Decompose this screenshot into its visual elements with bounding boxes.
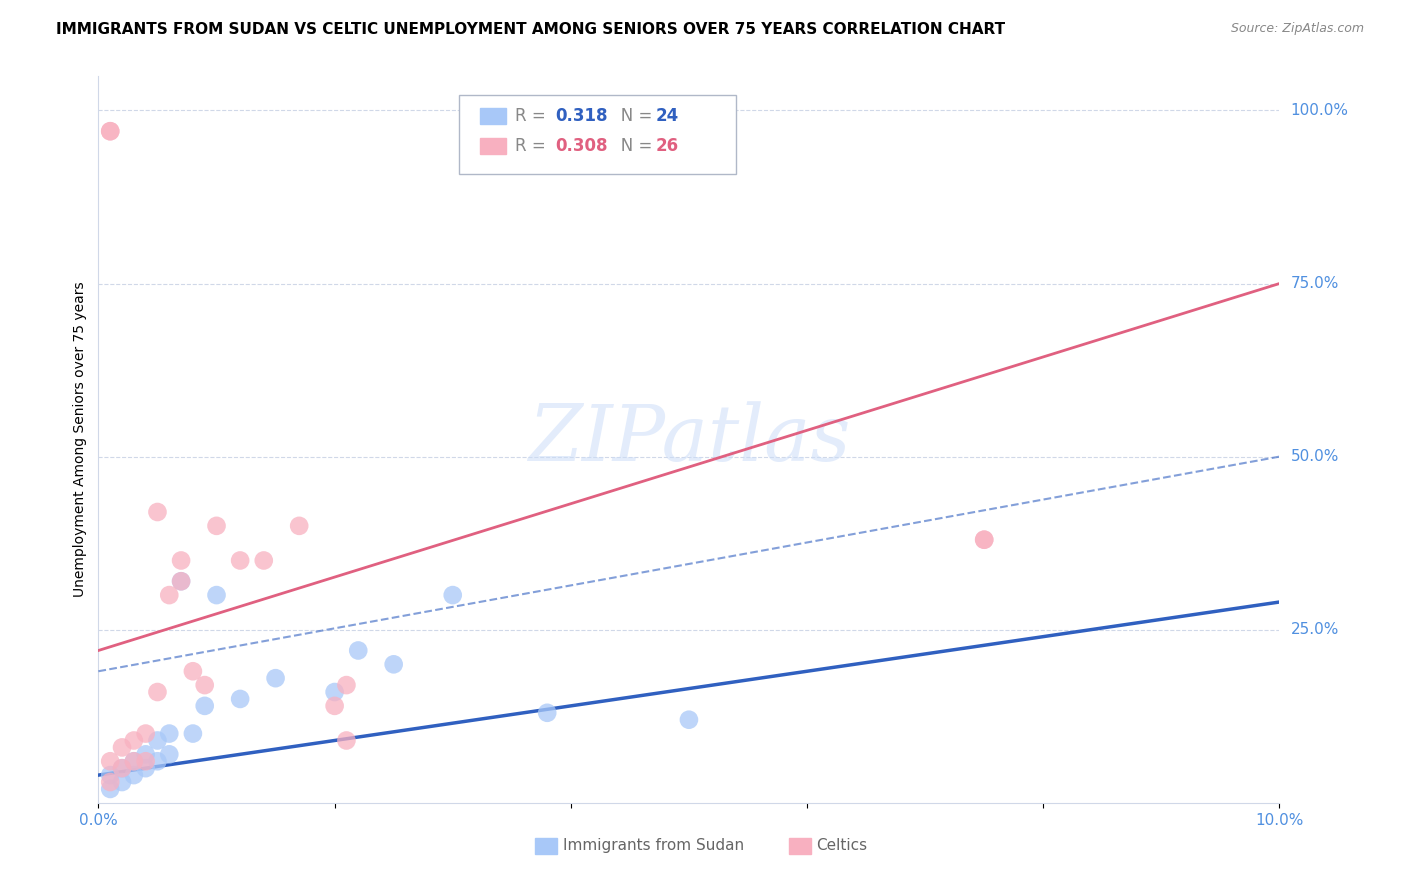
Point xyxy=(288,519,311,533)
Point xyxy=(323,685,346,699)
Point xyxy=(111,761,134,775)
Text: N =: N = xyxy=(605,107,658,125)
Point xyxy=(157,588,180,602)
Point xyxy=(111,775,134,789)
Text: 100.0%: 100.0% xyxy=(1291,103,1348,118)
Point xyxy=(264,671,287,685)
Text: Celtics: Celtics xyxy=(817,838,868,853)
Text: Immigrants from Sudan: Immigrants from Sudan xyxy=(562,838,744,853)
Point xyxy=(98,124,121,138)
Text: 24: 24 xyxy=(655,107,679,125)
Point xyxy=(98,775,121,789)
Text: R =: R = xyxy=(516,136,551,154)
Bar xyxy=(479,137,506,153)
Point xyxy=(135,726,157,740)
Point xyxy=(229,553,252,567)
Point xyxy=(122,733,145,747)
Point xyxy=(135,754,157,768)
Point xyxy=(98,124,121,138)
Text: 25.0%: 25.0% xyxy=(1291,623,1339,637)
Point xyxy=(98,754,121,768)
Point xyxy=(194,698,217,713)
Point xyxy=(98,768,121,782)
Point xyxy=(973,533,995,547)
Point xyxy=(111,761,134,775)
Point xyxy=(135,747,157,762)
Point xyxy=(347,643,370,657)
Point xyxy=(170,574,193,589)
Point xyxy=(98,781,121,796)
Text: Source: ZipAtlas.com: Source: ZipAtlas.com xyxy=(1230,22,1364,36)
Text: ZIPatlas: ZIPatlas xyxy=(527,401,851,477)
Point xyxy=(382,657,405,672)
Point xyxy=(146,685,169,699)
Bar xyxy=(536,838,557,854)
Point xyxy=(205,588,228,602)
Text: IMMIGRANTS FROM SUDAN VS CELTIC UNEMPLOYMENT AMONG SENIORS OVER 75 YEARS CORRELA: IMMIGRANTS FROM SUDAN VS CELTIC UNEMPLOY… xyxy=(56,22,1005,37)
Point xyxy=(170,574,193,589)
Point xyxy=(441,588,464,602)
Text: 26: 26 xyxy=(655,136,679,154)
Point xyxy=(335,678,357,692)
Point xyxy=(157,726,180,740)
Text: 0.318: 0.318 xyxy=(555,107,607,125)
Point xyxy=(122,754,145,768)
Y-axis label: Unemployment Among Seniors over 75 years: Unemployment Among Seniors over 75 years xyxy=(73,282,87,597)
Point xyxy=(146,733,169,747)
FancyBboxPatch shape xyxy=(458,95,737,174)
Text: 0.308: 0.308 xyxy=(555,136,607,154)
Text: N =: N = xyxy=(605,136,658,154)
Point xyxy=(973,533,995,547)
Point xyxy=(678,713,700,727)
Point xyxy=(122,754,145,768)
Text: 50.0%: 50.0% xyxy=(1291,449,1339,464)
Point xyxy=(205,519,228,533)
Point xyxy=(536,706,558,720)
Bar xyxy=(479,108,506,124)
Point xyxy=(323,698,346,713)
Point xyxy=(181,665,204,679)
Text: R =: R = xyxy=(516,107,551,125)
Point xyxy=(111,740,134,755)
Point xyxy=(181,726,204,740)
Point xyxy=(135,761,157,775)
Point xyxy=(146,754,169,768)
Point xyxy=(157,747,180,762)
Point xyxy=(194,678,217,692)
Text: 75.0%: 75.0% xyxy=(1291,276,1339,291)
Point xyxy=(229,692,252,706)
Point xyxy=(170,553,193,567)
Point xyxy=(335,733,357,747)
Point xyxy=(146,505,169,519)
Point xyxy=(122,768,145,782)
Bar xyxy=(789,838,811,854)
Point xyxy=(253,553,276,567)
